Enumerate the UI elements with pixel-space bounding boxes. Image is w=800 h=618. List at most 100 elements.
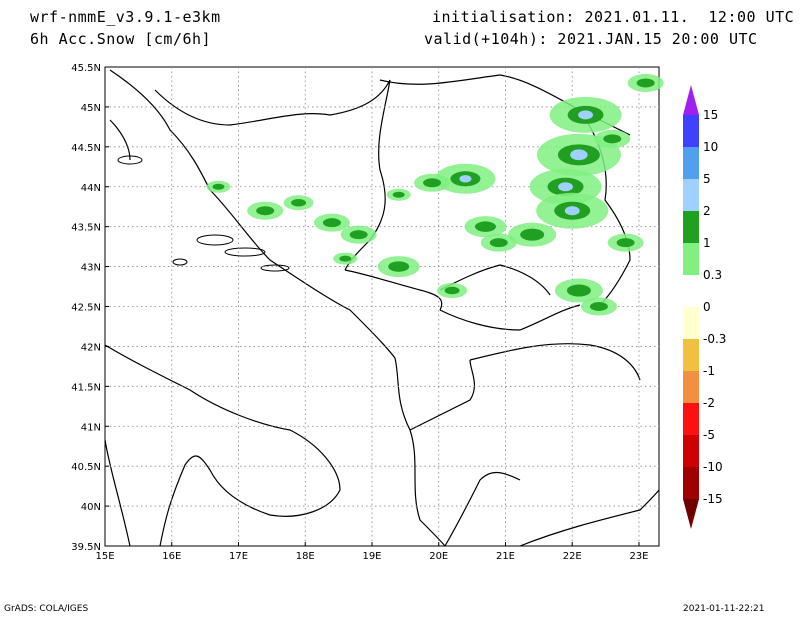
island-krk [117,155,143,165]
colorbar-label: 10 [703,140,718,154]
colorbar-label: 2 [703,204,711,218]
lon-tick-label: 19E [362,551,381,562]
map-panel: 15E 16E 17E 18E 19E 20E 21E 22E 23E 45.5N 45N 44.5… [71,63,664,562]
lat-tick-label: 45N [81,103,101,114]
field-title: 6h Acc.Snow [cm/6h] [30,30,212,48]
colorbar-swatch [683,211,699,243]
colorbar-swatch [683,467,699,499]
lon-tick-label: 20E [429,551,448,562]
colorbar-swatch [683,435,699,467]
colorbar-label: 0.3 [703,268,722,282]
colorbar-label: -10 [703,460,723,474]
lat-tick-label: 45.5N [71,63,101,74]
snow-patch-mid [349,230,368,240]
snow-patch-mid [423,178,442,188]
lat-tick-label: 43.5N [71,223,101,234]
colorbar-label: 15 [703,108,718,122]
lat-tick-labels: 45.5N 45N 44.5N 44N 43.5N 43N 42.5N 42N 41.5N 41N… [71,63,109,553]
snow-patch-mid [603,134,622,144]
footer-timestamp: 2021-01-11-22:21 [683,604,765,614]
lat-tick-label: 44.5N [71,143,101,154]
model-title: wrf-nmmE_v3.9.1-e3km [30,8,221,26]
colorbar-label: 5 [703,172,711,186]
colorbar-swatch [683,179,699,211]
snow-patch-mid [616,238,635,248]
snow-patch-high [577,109,594,121]
snow-patch-high [569,148,589,162]
colorbar-swatch [683,115,699,147]
colorbar-label: -5 [703,428,715,442]
lon-tick-label: 18E [296,551,315,562]
coastline-italy [104,344,341,547]
lat-tick-label: 39.5N [71,542,101,553]
snow-patch-mid [212,183,225,190]
colorbar-swatch [683,339,699,371]
island-hvar [224,247,266,257]
valid-time: valid(+104h): 2021.JAN.15 20:00 UTC [424,30,758,48]
lat-tick-label: 44N [81,183,101,194]
lon-tick-label: 16E [162,551,181,562]
snow-patch-mid [256,206,275,216]
lon-tick-label: 23E [629,551,648,562]
colorbar-swatch [683,403,699,435]
border-montenegro [344,269,443,311]
coastline-adriatic-east [109,69,396,359]
snow-patch-mid [489,238,508,248]
colorbar-swatch [683,147,699,179]
lon-tick-label: 21E [496,551,515,562]
border-croatia-bosnia [154,79,391,126]
lat-tick-label: 42.5N [71,303,101,314]
lon-tick-labels: 15E 16E 17E 18E 19E 20E 21E 22E 23E [95,542,648,562]
colorbar-label: -1 [703,364,715,378]
coast-greece-west [444,471,521,547]
snow-patch-mid [444,286,460,295]
lon-tick-label: 17E [229,551,248,562]
lon-tick-label: 15E [95,551,114,562]
lat-tick-label: 43N [81,263,101,274]
snow-patch-high [458,174,473,184]
islands [117,155,290,272]
island-vis [172,258,188,266]
snow-patch-mid [589,302,608,311]
snow-patch-mid [388,261,410,272]
colorbar-top-arrow [683,85,699,115]
lat-tick-label: 42N [81,342,101,353]
coastline-albania [394,357,446,547]
lat-tick-label: 40N [81,502,101,513]
colorbar-label: -2 [703,396,715,410]
lat-tick-label: 41N [81,422,101,433]
italy-heel [104,439,131,547]
border-hungary [379,74,501,85]
lat-tick-label: 40.5N [71,462,101,473]
snow-patch-mid [339,255,352,262]
snow-patch-high [563,205,581,217]
colorbar-bottom-arrow [683,499,699,529]
colorbar-swatch [683,243,699,275]
colorbar-label: 1 [703,236,711,250]
colorbar-label: -15 [703,492,723,506]
island-korcula [260,264,290,272]
border-kosovo-macedonia [439,304,581,331]
island-brac [196,234,234,246]
border-serbia-kosovo [439,264,551,296]
snow-patch-mid [636,78,655,88]
init-time: initialisation: 2021.01.11. 12:00 UTC [432,8,795,26]
footer-grads: GrADS: COLA/IGES [4,604,89,614]
colorbar-swatch [683,275,699,307]
colorbar-swatch [683,307,699,339]
snow-patch-mid [392,191,405,198]
snow-patch-mid [322,218,341,228]
border-albania-greece [409,359,475,431]
colorbar-label: -0.3 [703,332,726,346]
border-bosnia-serbia [344,79,391,271]
snow-patch-mid [566,284,591,297]
snow-patch-mid [520,228,545,241]
colorbar: 15 10 5 2 1 0.3 0 -0.3 -1 -2 -5 -10 -15 [683,85,726,529]
border-macedonia-greece [469,343,641,381]
snow-patch-high [557,181,574,193]
snow-field [206,73,664,316]
lat-tick-label: 41.5N [71,382,101,393]
map-gridlines [105,67,659,546]
snow-patch-mid [474,221,496,232]
